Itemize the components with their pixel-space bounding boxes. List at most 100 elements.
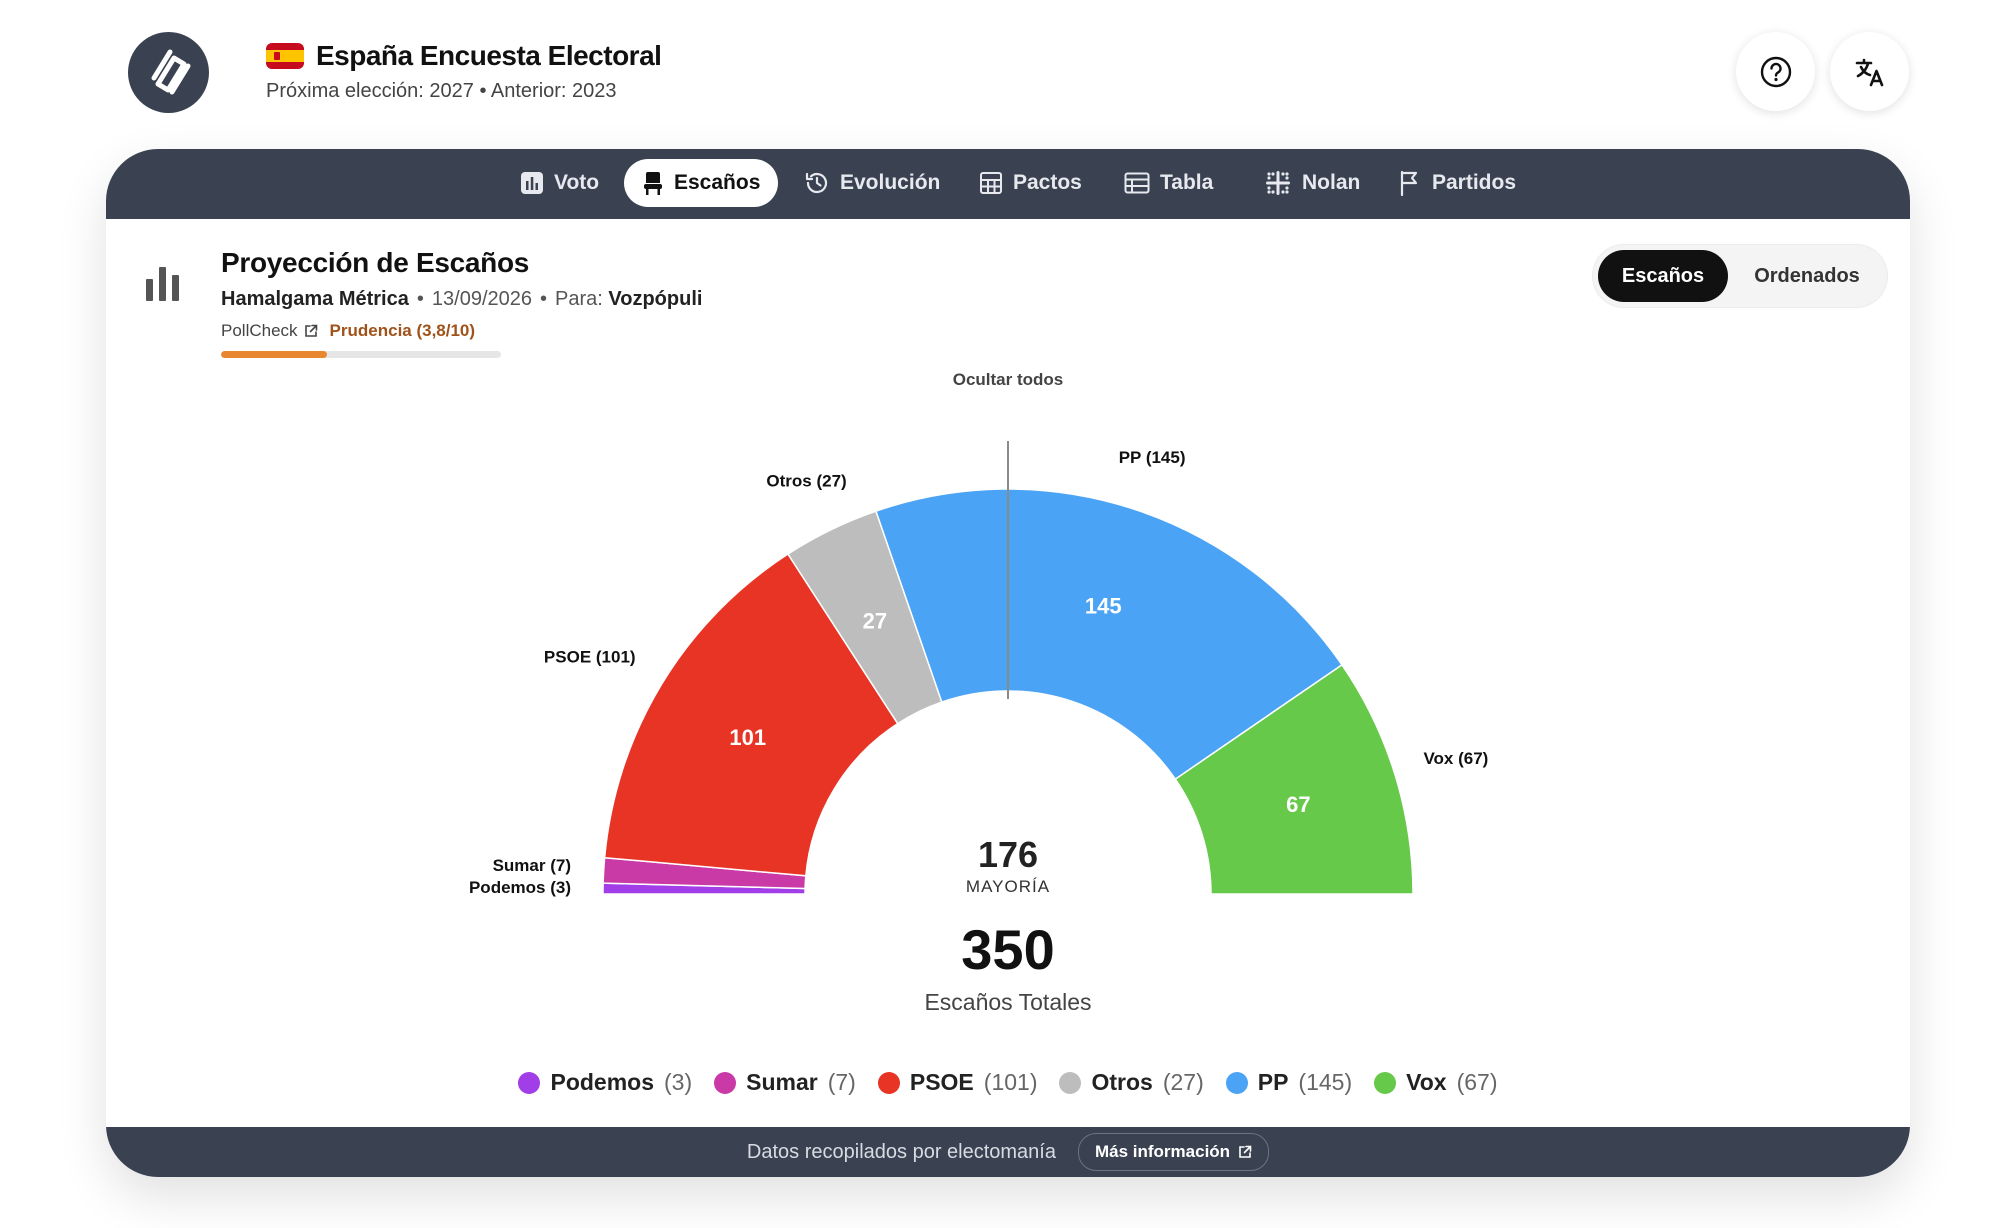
for-label: Para:: [555, 288, 603, 310]
calculator-icon: [980, 172, 1002, 194]
legend-item-podemos[interactable]: Podemos (3): [518, 1069, 692, 1096]
prudencia-score: Prudencia (3,8/10): [329, 321, 476, 340]
footer-credit: Datos recopilados por electomanía: [746, 1140, 1056, 1163]
hemicycle-chart: Ocultar todos 101 27 145 67 Podemos (3) Suma…: [469, 370, 1488, 1015]
history-icon: [805, 172, 828, 194]
legend-count: (101): [983, 1069, 1038, 1095]
majority-value: 176: [978, 834, 1038, 875]
legend-dot: [1374, 1071, 1397, 1094]
legend-count: (67): [1456, 1069, 1498, 1095]
majority-label: MAYORÍA: [966, 877, 1050, 896]
legend-name: Otros: [1091, 1069, 1153, 1095]
hemicycle-segment-psoe[interactable]: [603, 552, 899, 877]
legend-dot: [1225, 1071, 1248, 1094]
legend-name: Sumar: [746, 1069, 818, 1095]
pollcheck-link[interactable]: PollCheck: [221, 321, 298, 340]
view-toggle: Escaños Ordenados: [1592, 244, 1888, 308]
segment-outer-label: Podemos (3): [469, 878, 571, 897]
tab-nolan[interactable]: Nolan: [1246, 159, 1378, 207]
legend-item-pp[interactable]: PP (145): [1225, 1069, 1353, 1096]
legend-name: Podemos: [550, 1069, 655, 1095]
app-subtitle: Próxima elección: 2027 • Anterior: 2023: [266, 80, 617, 102]
pollster-name: Hamalgama Métrica: [221, 288, 409, 310]
legend-count: (3): [664, 1069, 693, 1095]
spain-flag-icon: [266, 43, 304, 69]
segment-value-labels: 101 27 145 67: [729, 593, 1310, 817]
flag-icon: [1400, 170, 1418, 197]
segment-value-label: 101: [729, 725, 766, 750]
segment-value-label: 27: [863, 609, 887, 634]
tab-pactos[interactable]: Pactos: [961, 159, 1100, 207]
segment-outer-label: PSOE (101): [544, 647, 636, 666]
pollcheck-row: PollCheck Prudencia (3,8/10): [221, 321, 475, 341]
footer: Datos recopilados por electomanía Más in…: [106, 1127, 1910, 1177]
tab-evolucion[interactable]: Evolución: [786, 159, 958, 207]
tab-label: Partidos: [1432, 171, 1517, 194]
legend-count: (27): [1162, 1069, 1204, 1095]
total-seats-label: Escaños Totales: [924, 989, 1091, 1015]
legend-name: PSOE: [909, 1069, 974, 1095]
legend-dot: [1059, 1071, 1082, 1094]
external-link-icon[interactable]: [304, 324, 318, 338]
tab-voto[interactable]: Voto: [502, 159, 617, 207]
tab-label: Tabla: [1160, 171, 1214, 194]
segment-outer-label: Otros (27): [766, 471, 846, 490]
logo-icon: [151, 49, 190, 94]
nav-tabs: Voto Escaños Evolución Pactos: [106, 149, 1910, 219]
tab-label: Pactos: [1013, 171, 1082, 194]
legend-dot: [714, 1071, 737, 1094]
poll-date: 13/09/2026: [431, 288, 532, 310]
segment-outer-labels: Podemos (3) Sumar (7) PSOE (101) Otros (27)…: [469, 448, 1488, 897]
chart-legend: Podemos (3) Sumar (7) PSOE (101) Otros (27) PP (1…: [106, 1069, 1910, 1096]
tab-label: Voto: [554, 171, 600, 194]
toggle-ordenados[interactable]: Ordenados: [1754, 264, 1860, 287]
table-icon: [1124, 172, 1150, 194]
seat-icon: [644, 172, 662, 195]
total-seats: 350: [961, 918, 1054, 981]
more-info-label: Más información: [1094, 1142, 1231, 1161]
bar-chart-icon: [146, 267, 179, 301]
legend-item-sumar[interactable]: Sumar (7): [714, 1069, 856, 1096]
hemicycle-arcs: [602, 488, 1414, 895]
tab-label: Evolución: [840, 171, 941, 194]
header-title-block: España Encuesta Electoral Próxima elecci…: [266, 40, 662, 103]
more-info-button[interactable]: Más información: [1077, 1133, 1270, 1171]
client-name: Vozpópuli: [608, 288, 703, 310]
tab-label: Nolan: [1302, 171, 1361, 194]
legend-item-vox[interactable]: Vox (67): [1374, 1069, 1498, 1096]
legend-name: PP: [1257, 1069, 1289, 1095]
legend-name: Vox: [1406, 1069, 1447, 1095]
help-circle-icon: [1760, 56, 1791, 87]
help-button[interactable]: [1736, 32, 1815, 111]
app-logo[interactable]: [128, 32, 209, 113]
legend-item-otros[interactable]: Otros (27): [1059, 1069, 1204, 1096]
translate-button[interactable]: [1830, 32, 1909, 111]
legend-item-psoe[interactable]: PSOE (101): [877, 1069, 1038, 1096]
main-card: Voto Escaños Evolución Pactos: [106, 149, 1910, 1177]
segment-value-label: 145: [1085, 593, 1122, 618]
tab-partidos[interactable]: Partidos: [1380, 159, 1534, 207]
segment-outer-label: Vox (67): [1423, 749, 1488, 768]
tab-escanos[interactable]: Escaños: [624, 159, 779, 207]
legend-dot: [877, 1071, 900, 1094]
app-title: España Encuesta Electoral: [316, 40, 662, 71]
tab-tabla[interactable]: Tabla: [1106, 159, 1231, 207]
legend-count: (145): [1298, 1069, 1353, 1095]
poll-meta: Hamalgama Métrica • 13/09/2026 • Para: Vozpó…: [221, 288, 703, 310]
translate-icon: [1855, 58, 1883, 86]
prudencia-bar: [221, 351, 501, 358]
hemicycle-segment-vox[interactable]: [1174, 663, 1414, 895]
prudencia-bar-fill: [221, 351, 328, 358]
toggle-escanos[interactable]: Escaños: [1598, 250, 1728, 302]
segment-outer-label: Sumar (7): [493, 856, 571, 875]
chart-title: Proyección de Escaños: [221, 247, 530, 278]
legend-count: (7): [827, 1069, 856, 1095]
hemicycle-segment-pp[interactable]: [875, 488, 1343, 781]
grid-sparkle-icon: [1266, 171, 1290, 195]
tab-label: Escaños: [674, 171, 761, 194]
hide-all-button[interactable]: Ocultar todos: [953, 370, 1064, 389]
legend-dot: [518, 1071, 541, 1094]
segment-outer-label: PP (145): [1119, 448, 1186, 467]
external-link-icon: [1239, 1145, 1252, 1158]
bar-chart-icon: [521, 172, 543, 194]
